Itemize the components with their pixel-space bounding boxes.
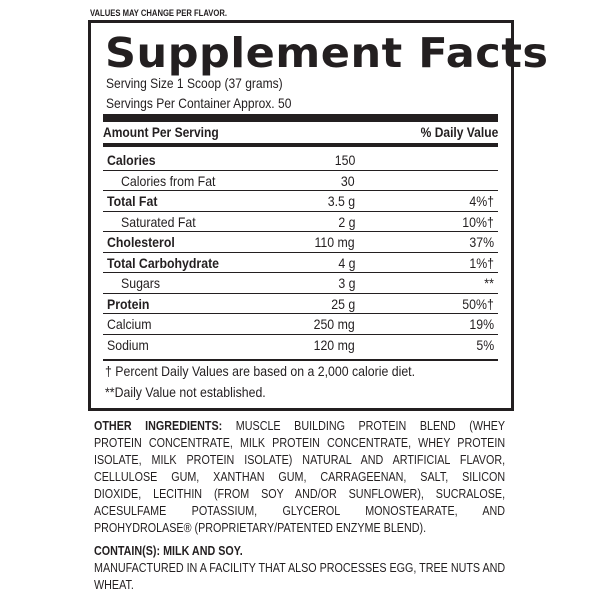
nutrient-amount: 150: [334, 152, 355, 168]
ingredient-line: ACESULFAME POTASSIUM, GLYCEROL MONOSTEAR…: [94, 504, 506, 518]
nutrient-label: Calories: [107, 152, 156, 168]
footnote-dv: † Percent Daily Values are based on a 2,…: [105, 363, 416, 379]
nutrient-amount: 30: [341, 172, 355, 189]
column-header: Amount Per Serving % Daily Value: [103, 124, 498, 140]
nutrient-dv: 50%†: [462, 295, 494, 312]
nutrient-label: Saturated Fat: [121, 213, 196, 230]
ingredient-line: OTHER INGREDIENTS: MUSCLE BUILDING PROTE…: [94, 419, 506, 433]
nutrient-table: Calories 150 Calories from Fat 30 Total Fat 3…: [103, 150, 498, 355]
nutrient-label: Total Carbohydrate: [107, 254, 220, 271]
nutrient-dv: 1%†: [469, 254, 494, 271]
serving-size: Serving Size 1 Scoop (37 grams): [106, 75, 283, 91]
ingredients-label: OTHER INGREDIENTS:: [94, 419, 223, 433]
nutrient-amount: 110 mg: [314, 234, 355, 250]
other-ingredients: OTHER INGREDIENTS: MUSCLE BUILDING PROTE…: [94, 418, 505, 537]
nutrient-label: Calories from Fat: [121, 172, 216, 189]
nutrient-amount: 2 g: [337, 213, 355, 230]
ingredient-line: PROHYDROLASE® (PROPRIETARY/PATENTED ENZY…: [94, 521, 427, 535]
nutrient-dv: 19%: [469, 316, 494, 332]
servings-per-container: Servings Per Container Approx. 50: [106, 95, 292, 111]
ingredient-line: CELLULOSE GUM, XANTHAN GUM, CARRAGEENAN,…: [94, 470, 506, 484]
nutrient-row: Calories from Fat 30: [103, 171, 498, 191]
facility-statement: MANUFACTURED IN A FACILITY THAT ALSO PRO…: [94, 561, 506, 592]
nutrient-amount: 3 g: [337, 275, 355, 291]
panel-title: Supplement Facts: [105, 29, 549, 77]
nutrient-label: Sugars: [121, 275, 161, 291]
nutrient-amount: 3.5 g: [327, 193, 355, 209]
nutrient-row: Sodium 120 mg 5%: [103, 335, 498, 356]
nutrient-row: Calories 150: [103, 150, 498, 171]
footer-divider: [103, 359, 498, 361]
nutrient-dv: **: [484, 275, 494, 291]
nutrient-row: Sugars 3 g **: [103, 273, 498, 294]
nutrient-label: Total Fat: [107, 193, 158, 209]
thick-divider: [103, 114, 498, 122]
nutrient-label: Calcium: [107, 316, 152, 332]
dv-header: % Daily Value: [420, 124, 498, 140]
nutrient-row: Total Fat 3.5 g 4%†: [103, 191, 498, 212]
nutrient-dv: 37%: [469, 234, 494, 250]
nutrient-amount: 250 mg: [313, 316, 355, 332]
flavor-note: VALUES MAY CHANGE PER FLAVOR.: [90, 8, 228, 18]
nutrient-dv: 10%†: [462, 213, 494, 230]
nutrient-dv: 5%: [476, 336, 494, 353]
ingredient-line: PROTEIN CONCENTRATE, MILK PROTEIN CONCEN…: [94, 436, 506, 450]
amount-header: Amount Per Serving: [103, 124, 219, 140]
footnote-not-established: **Daily Value not established.: [105, 384, 266, 400]
nutrient-label: Protein: [107, 295, 150, 312]
nutrient-row: Calcium 250 mg 19%: [103, 314, 498, 335]
header-divider: [103, 143, 498, 147]
nutrient-row: Protein 25 g 50%†: [103, 294, 498, 314]
nutrient-amount: 120 mg: [313, 336, 355, 353]
nutrient-row: Total Carbohydrate 4 g 1%†: [103, 253, 498, 273]
nutrient-label: Sodium: [107, 336, 149, 353]
nutrient-row: Saturated Fat 2 g 10%†: [103, 212, 498, 232]
allergen-statement: CONTAIN(S): MILK AND SOY.: [94, 544, 243, 558]
nutrient-dv: 4%†: [469, 193, 494, 209]
nutrient-amount: 25 g: [331, 295, 355, 312]
ingredients-section: OTHER INGREDIENTS: MUSCLE BUILDING PROTE…: [94, 418, 505, 594]
nutrient-amount: 4 g: [337, 254, 355, 271]
ingredient-line: ISOLATE, MILK PROTEIN ISOLATE) NATURAL A…: [94, 453, 506, 467]
ingredient-line: DIOXIDE, LECITHIN (FROM SOY AND/OR SUNFL…: [94, 487, 506, 501]
nutrient-label: Cholesterol: [107, 234, 175, 250]
supplement-facts-panel: Supplement Facts Serving Size 1 Scoop (3…: [88, 20, 548, 411]
nutrient-row: Cholesterol 110 mg 37%: [103, 232, 498, 253]
